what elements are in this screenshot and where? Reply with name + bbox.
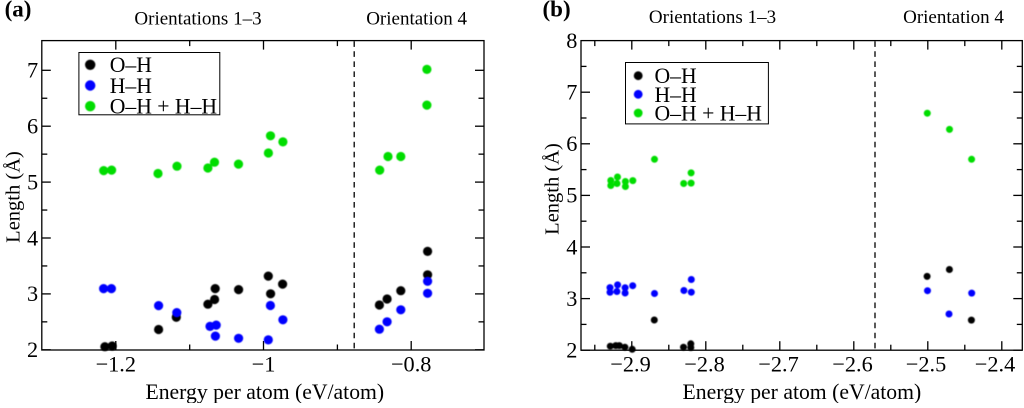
svg-text:7: 7 [27, 58, 38, 83]
svg-text:O–H: O–H [655, 64, 698, 88]
svg-text:−1: −1 [252, 352, 276, 377]
svg-text:−2.8: −2.8 [684, 352, 724, 377]
svg-text:−2.9: −2.9 [610, 352, 650, 377]
svg-text:Length (Å): Length (Å) [542, 143, 564, 235]
svg-text:Orientation 4: Orientation 4 [903, 7, 1004, 28]
svg-text:O–H + H–H: O–H + H–H [110, 95, 218, 119]
svg-text:4: 4 [566, 234, 577, 259]
svg-text:(a): (a) [5, 0, 32, 22]
svg-text:8: 8 [566, 28, 577, 53]
svg-text:−2.5: −2.5 [906, 352, 946, 377]
svg-text:7: 7 [566, 80, 577, 105]
svg-text:Length (Å): Length (Å) [3, 151, 25, 243]
svg-text:Orientations 1–3: Orientations 1–3 [134, 8, 261, 29]
svg-text:Orientation 4: Orientation 4 [366, 8, 467, 29]
svg-text:−1.2: −1.2 [96, 352, 136, 377]
svg-text:−0.8: −0.8 [391, 352, 431, 377]
svg-text:2: 2 [566, 338, 577, 363]
svg-text:5: 5 [27, 169, 38, 194]
svg-text:6: 6 [27, 114, 38, 139]
svg-text:4: 4 [27, 225, 38, 250]
svg-text:O–H + H–H: O–H + H–H [655, 101, 763, 125]
svg-text:(b): (b) [543, 0, 571, 22]
svg-text:−2.4: −2.4 [975, 352, 1015, 377]
svg-text:H–H: H–H [655, 83, 698, 107]
svg-text:H–H: H–H [110, 74, 153, 98]
svg-text:Energy per atom (eV/atom): Energy per atom (eV/atom) [683, 380, 922, 403]
svg-text:6: 6 [566, 131, 577, 156]
svg-text:Energy per atom (eV/atom): Energy per atom (eV/atom) [145, 380, 384, 403]
svg-text:−2.6: −2.6 [832, 352, 872, 377]
svg-text:Orientations 1–3: Orientations 1–3 [649, 7, 776, 28]
svg-text:O–H: O–H [110, 53, 153, 77]
svg-text:−2.7: −2.7 [758, 352, 798, 377]
svg-text:3: 3 [566, 286, 577, 311]
svg-text:5: 5 [566, 183, 577, 208]
svg-text:3: 3 [27, 281, 38, 306]
svg-text:2: 2 [27, 337, 38, 362]
